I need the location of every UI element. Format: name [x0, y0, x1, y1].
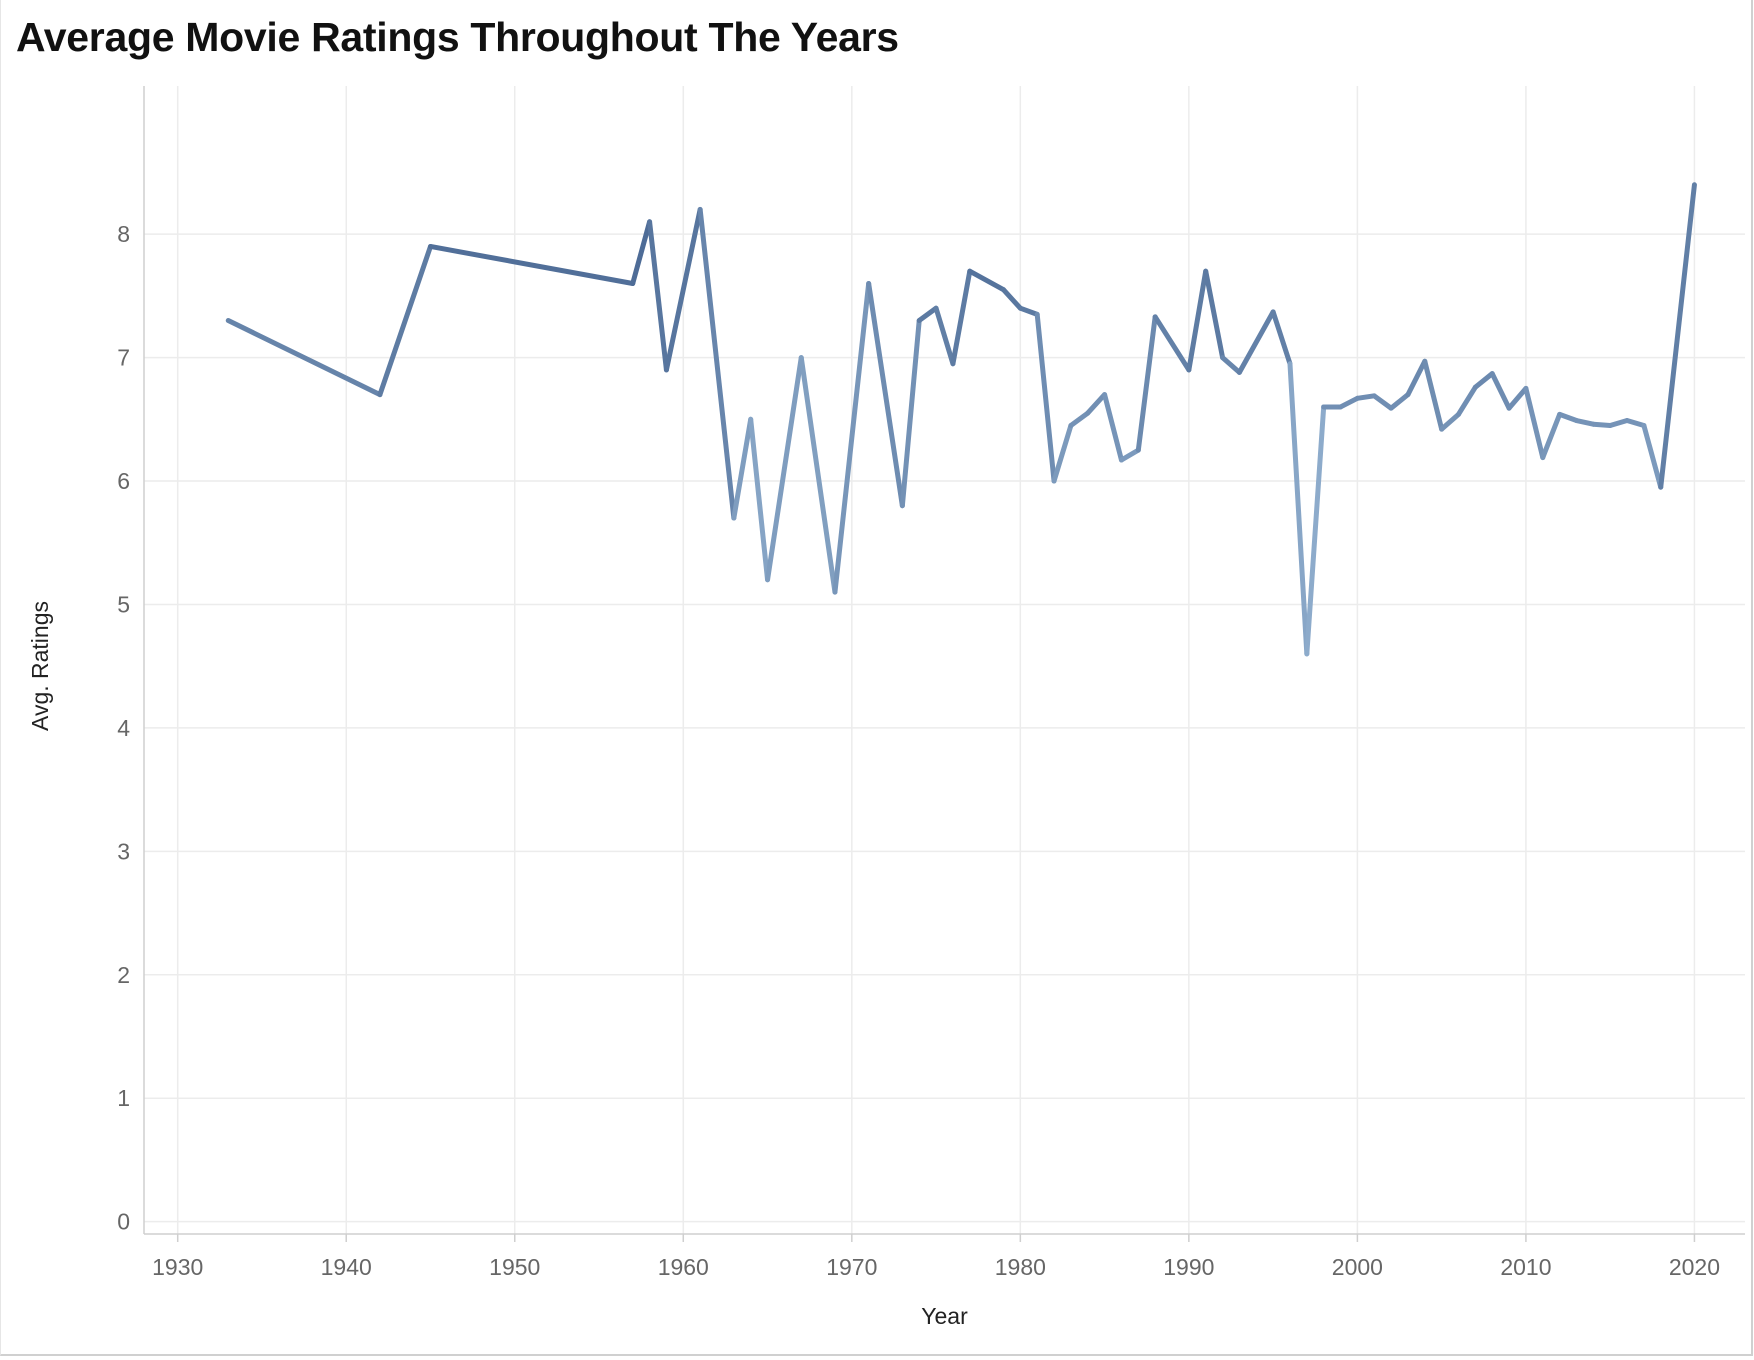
line-segment [1557, 411, 1579, 424]
x-tick-label: 1960 [658, 1254, 709, 1280]
x-tick-label: 1950 [489, 1254, 540, 1280]
y-tick-label: 5 [117, 591, 130, 617]
y-tick-label: 8 [117, 221, 130, 247]
line-segment [1051, 422, 1074, 484]
line-segment [630, 219, 653, 287]
line-segment [1624, 418, 1647, 428]
line-segment [1456, 384, 1478, 417]
line-segment [916, 305, 939, 324]
x-tick-label: 1980 [995, 1254, 1046, 1280]
line-segment [950, 268, 973, 367]
line-segment [967, 268, 1006, 293]
line-segment [377, 243, 433, 398]
line-segment [1287, 361, 1310, 657]
y-tick-label: 3 [117, 838, 130, 864]
line-segment [798, 355, 838, 595]
line-segment [1085, 392, 1108, 416]
line-segment [1270, 309, 1293, 367]
y-tick-label: 2 [117, 962, 130, 988]
line-segment [1388, 392, 1411, 411]
line-segment [1000, 287, 1023, 311]
y-axis-ticks: 0 1 2 3 4 5 6 7 8 [117, 221, 130, 1235]
line-segment [1017, 305, 1040, 317]
line-segment [427, 243, 636, 287]
line-segment [765, 355, 804, 583]
line-segment [1422, 358, 1445, 432]
chart-title: Average Movie Ratings Throughout The Yea… [16, 14, 899, 60]
line-segment [1573, 418, 1596, 427]
line-segment [1186, 268, 1209, 373]
line-segment [1405, 358, 1428, 398]
line-segment [697, 206, 737, 521]
x-gridlines [176, 86, 1696, 1234]
x-tick-label: 2020 [1669, 1254, 1720, 1280]
x-axis-ticks: 1930 1940 1950 1960 1970 1980 1990 2000 2010 2020 [152, 1234, 1720, 1280]
line-segment [1472, 371, 1495, 390]
x-axis-title: Year [921, 1303, 968, 1329]
line-segment [1658, 182, 1697, 490]
line-segment [866, 281, 905, 509]
y-gridlines [144, 233, 1745, 1223]
y-tick-label: 7 [117, 345, 130, 371]
y-tick-label: 6 [117, 468, 130, 494]
x-tick-label: 1930 [152, 1254, 203, 1280]
line-segment [225, 318, 383, 398]
line-segment [1135, 314, 1158, 453]
line-segment [1304, 404, 1327, 657]
line-segment [1523, 385, 1546, 461]
series-line [225, 182, 1697, 657]
line-segment [1118, 447, 1141, 463]
x-tick-label: 1940 [321, 1254, 372, 1280]
line-segment [1439, 411, 1462, 432]
line-segment [1203, 268, 1226, 361]
y-tick-label: 0 [117, 1209, 130, 1235]
line-segment [1338, 395, 1360, 410]
line-segment [1354, 393, 1377, 401]
x-tick-label: 2010 [1500, 1254, 1551, 1280]
line-segment [899, 318, 922, 509]
line-segment [1152, 314, 1192, 373]
line-segment [663, 206, 703, 373]
line-segment [1102, 392, 1124, 463]
line-segment [1540, 411, 1563, 461]
line-segment [933, 305, 956, 367]
line-segment [647, 219, 669, 373]
line-segment [1506, 385, 1529, 411]
x-tick-label: 1990 [1163, 1254, 1214, 1280]
line-segment [832, 281, 872, 595]
line-segment [1220, 355, 1242, 375]
x-tick-label: 1970 [826, 1254, 877, 1280]
y-tick-label: 1 [117, 1085, 130, 1111]
x-tick-label: 2000 [1332, 1254, 1383, 1280]
line-segment [1034, 311, 1057, 484]
line-segment [1607, 418, 1630, 428]
line-segment [1489, 371, 1512, 411]
line-segment [731, 416, 754, 521]
line-segment [1236, 309, 1276, 375]
line-segment [748, 416, 771, 583]
line-segment [1371, 393, 1394, 411]
line-segment [1590, 421, 1613, 428]
y-axis-title: Avg. Ratings [27, 601, 53, 731]
y-tick-label: 4 [117, 715, 130, 741]
line-segment [1641, 422, 1664, 490]
line-segment [1068, 410, 1091, 428]
